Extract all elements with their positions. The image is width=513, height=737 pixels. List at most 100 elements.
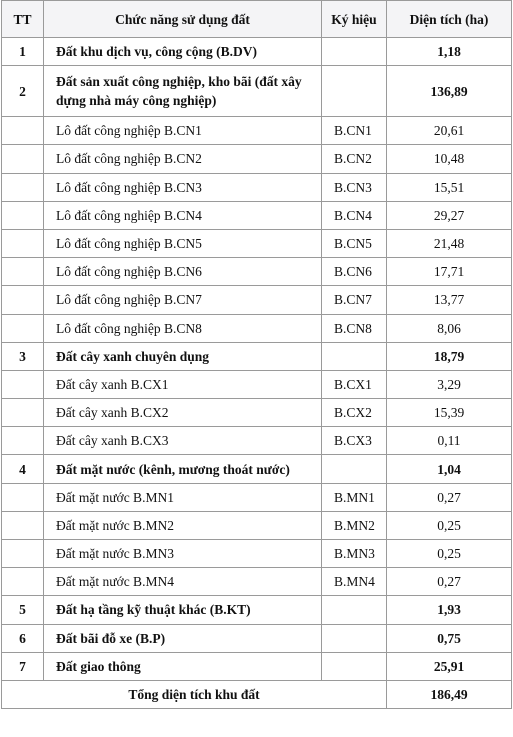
tt-cell	[1, 257, 44, 287]
name-cell: Đất sản xuất công nghiệp, kho bãi (đất x…	[43, 65, 322, 118]
table-row: Lô đất công nghiệp B.CN2 B.CN2 10,48	[1, 144, 512, 174]
name-cell: Lô đất công nghiệp B.CN4	[43, 200, 322, 230]
area-cell: 1,93	[386, 595, 512, 625]
symbol-cell: B.CN5	[321, 228, 387, 259]
symbol-cell	[321, 623, 387, 653]
tt-cell	[1, 482, 44, 512]
symbol-cell: B.MN4	[321, 567, 387, 597]
table-row: 3 Đất cây xanh chuyên dụng 18,79	[1, 341, 512, 371]
tt-cell	[1, 144, 44, 174]
name-cell: Lô đất công nghiệp B.CN7	[43, 285, 322, 315]
name-cell: Lô đất công nghiệp B.CN8	[43, 313, 322, 343]
name-cell: Đất hạ tầng kỹ thuật khác (B.KT)	[43, 595, 322, 625]
symbol-cell: B.MN3	[321, 538, 387, 569]
tt-cell: 4	[1, 454, 44, 484]
symbol-cell	[321, 36, 387, 67]
table-row: 4 Đất mặt nước (kênh, mương thoát nước) 1,…	[1, 454, 512, 484]
area-cell: 10,48	[386, 144, 512, 174]
tt-cell	[1, 172, 44, 202]
area-cell: 0,27	[386, 482, 512, 512]
tt-cell: 3	[1, 341, 44, 371]
symbol-cell: B.CN3	[321, 172, 387, 202]
area-cell: 25,91	[386, 651, 512, 681]
symbol-cell: B.CX2	[321, 398, 387, 428]
tt-cell: 1	[1, 36, 44, 67]
name-cell: Đất giao thông	[43, 651, 322, 681]
symbol-cell: B.CN1	[321, 116, 387, 146]
name-cell: Đất cây xanh B.CX2	[43, 398, 322, 428]
table-row: Lô đất công nghiệp B.CN3 B.CN3 15,51	[1, 172, 512, 202]
table-row: Lô đất công nghiệp B.CN4 B.CN4 29,27	[1, 200, 512, 230]
tt-cell	[1, 567, 44, 597]
area-cell: 20,61	[386, 116, 512, 146]
header-cell: Ký hiệu	[321, 0, 387, 38]
area-cell: 18,79	[386, 341, 512, 371]
name-cell: Lô đất công nghiệp B.CN5	[43, 228, 322, 259]
symbol-cell	[321, 595, 387, 625]
table-row: 5 Đất hạ tầng kỹ thuật khác (B.KT) 1,93	[1, 595, 512, 625]
name-cell: Lô đất công nghiệp B.CN1	[43, 116, 322, 146]
symbol-cell	[321, 454, 387, 484]
tt-cell: 7	[1, 651, 44, 681]
table-row: Lô đất công nghiệp B.CN6 B.CN6 17,71	[1, 257, 512, 287]
area-cell: 0,75	[386, 623, 512, 653]
tt-cell	[1, 510, 44, 541]
table-body: 1 Đất khu dịch vụ, công cộng (B.DV) 1,18 2 Đ…	[1, 36, 512, 710]
name-cell: Đất khu dịch vụ, công cộng (B.DV)	[43, 36, 322, 67]
area-cell: 17,71	[386, 257, 512, 287]
table-row: Đất cây xanh B.CX2 B.CX2 15,39	[1, 398, 512, 428]
tt-cell	[1, 538, 44, 569]
symbol-cell: B.MN2	[321, 510, 387, 541]
area-cell: 3,29	[386, 369, 512, 400]
total-label: Tổng diện tích khu đất	[1, 679, 387, 710]
symbol-cell	[321, 341, 387, 371]
symbol-cell: B.MN1	[321, 482, 387, 512]
total-row: Tổng diện tích khu đất 186,49	[1, 679, 512, 710]
symbol-cell: B.CN4	[321, 200, 387, 230]
table-row: Lô đất công nghiệp B.CN1 B.CN1 20,61	[1, 116, 512, 146]
tt-cell	[1, 116, 44, 146]
tt-cell	[1, 398, 44, 428]
name-cell: Đất mặt nước B.MN3	[43, 538, 322, 569]
name-cell: Đất mặt nước B.MN1	[43, 482, 322, 512]
name-cell: Lô đất công nghiệp B.CN2	[43, 144, 322, 174]
table-row: Đất mặt nước B.MN3 B.MN3 0,25	[1, 538, 512, 569]
area-cell: 15,51	[386, 172, 512, 202]
name-cell: Lô đất công nghiệp B.CN6	[43, 257, 322, 287]
tt-cell: 2	[1, 65, 44, 118]
table-row: Lô đất công nghiệp B.CN7 B.CN7 13,77	[1, 285, 512, 315]
tt-cell	[1, 228, 44, 259]
name-cell: Đất bãi đỗ xe (B.P)	[43, 623, 322, 653]
table-row: Lô đất công nghiệp B.CN5 B.CN5 21,48	[1, 228, 512, 259]
tt-cell: 5	[1, 595, 44, 625]
area-cell: 8,06	[386, 313, 512, 343]
name-cell: Đất mặt nước B.MN2	[43, 510, 322, 541]
symbol-cell: B.CN6	[321, 257, 387, 287]
area-cell: 1,04	[386, 454, 512, 484]
header-row: TT Chức năng sử dụng đất Ký hiệu Diện tích …	[1, 0, 512, 38]
area-cell: 15,39	[386, 398, 512, 428]
area-cell: 0,11	[386, 426, 512, 456]
table-row: Đất mặt nước B.MN4 B.MN4 0,27	[1, 567, 512, 597]
area-cell: 0,25	[386, 510, 512, 541]
header-cell: TT	[1, 0, 44, 38]
table-row: Đất cây xanh B.CX3 B.CX3 0,11	[1, 426, 512, 456]
area-cell: 21,48	[386, 228, 512, 259]
land-use-table: TT Chức năng sử dụng đất Ký hiệu Diện tích …	[1, 0, 512, 710]
name-cell: Đất mặt nước (kênh, mương thoát nước)	[43, 454, 322, 484]
table-row: Đất mặt nước B.MN1 B.MN1 0,27	[1, 482, 512, 512]
total-area: 186,49	[386, 679, 512, 710]
area-cell: 13,77	[386, 285, 512, 315]
name-cell: Lô đất công nghiệp B.CN3	[43, 172, 322, 202]
symbol-cell	[321, 651, 387, 681]
area-cell: 0,25	[386, 538, 512, 569]
area-cell: 0,27	[386, 567, 512, 597]
table-row: Lô đất công nghiệp B.CN8 B.CN8 8,06	[1, 313, 512, 343]
table-row: 6 Đất bãi đỗ xe (B.P) 0,75	[1, 623, 512, 653]
header-cell: Chức năng sử dụng đất	[43, 0, 322, 38]
symbol-cell: B.CN8	[321, 313, 387, 343]
name-cell: Đất mặt nước B.MN4	[43, 567, 322, 597]
name-cell: Đất cây xanh B.CX3	[43, 426, 322, 456]
symbol-cell: B.CX3	[321, 426, 387, 456]
